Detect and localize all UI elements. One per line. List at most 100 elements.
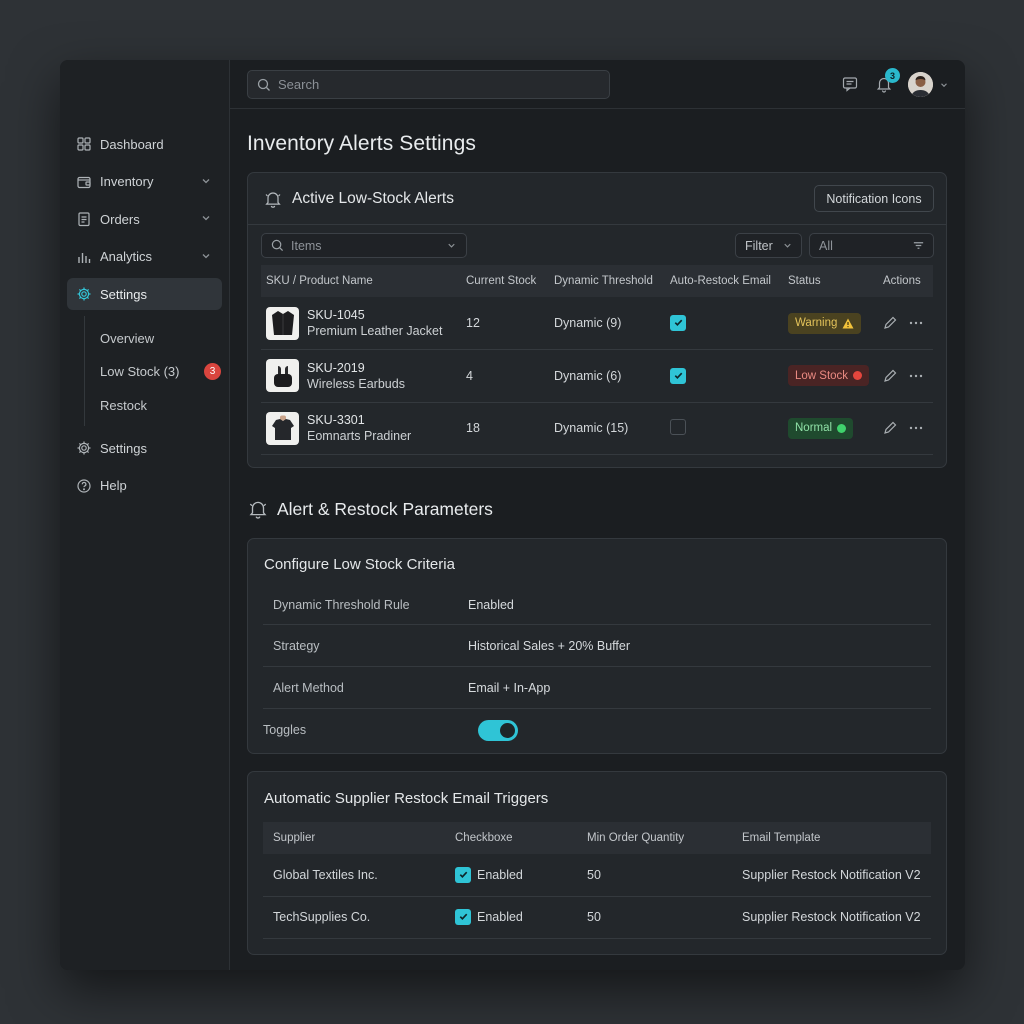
table-row[interactable]: Global Textiles Inc. Enabled 50 Supplier… [263,854,931,897]
items-select-placeholder: Items [291,238,322,253]
column-header[interactable]: Auto-Restock Email [665,265,783,297]
search-input[interactable] [278,77,578,92]
criteria-list: Dynamic Threshold Rule Enabled Strategy … [263,585,931,751]
settings-subnav: Overview Low Stock (3) 3 Restock [84,315,229,426]
column-header[interactable]: Min Order Quantity [577,822,732,854]
search-box[interactable] [247,70,610,99]
product-cell: SKU-1045 Premium Leather Jacket [266,306,456,340]
product-name: Premium Leather Jacket [307,324,443,338]
sidebar-item-orders[interactable]: Orders [67,203,222,235]
status-dot [837,423,847,433]
column-header[interactable]: Status [783,265,878,297]
chevron-down-icon [784,243,791,248]
status-dot [853,371,863,381]
criteria-label: Alert Method [273,680,344,695]
sidebar-item-settings-secondary[interactable]: Settings [67,432,222,464]
dynamic-threshold: Dynamic (15) [549,402,665,455]
checkbox[interactable] [455,908,471,925]
sidebar-item-analytics[interactable]: Analytics [67,241,222,273]
pencil-icon[interactable] [883,421,897,435]
filter-select[interactable]: Filter [735,233,802,258]
warning-triangle-icon [842,318,854,328]
criteria-row: Strategy Historical Sales + 20% Buffer [263,625,931,667]
avatar[interactable] [908,72,933,97]
criteria-value[interactable]: Email + In-App [468,680,551,695]
auto-restock-checkbox[interactable] [670,367,686,384]
table-row[interactable]: SKU-2019 Wireless Earbuds 4 Dynamic (6) [261,349,933,403]
column-header[interactable]: Supplier [263,822,445,854]
check-icon [459,913,467,921]
sidebar-item-dashboard[interactable]: Dashboard [67,128,222,160]
tshirt-icon [271,415,294,441]
column-header[interactable]: Email Template [732,822,931,854]
card-divider [248,224,946,225]
jacket-icon [271,311,294,335]
current-stock: 4 [461,349,549,403]
column-header[interactable]: Dynamic Threshold [549,265,665,297]
auto-restock-checkbox[interactable] [670,418,686,435]
current-stock: 18 [461,402,549,455]
subnav-item-overview[interactable]: Overview [100,330,155,346]
notification-icons-button[interactable]: Notification Icons [814,185,934,212]
auto-restock-checkbox[interactable] [670,314,686,331]
chevron-down-icon[interactable] [939,80,949,90]
filter-lines-icon [913,242,924,249]
bar-chart-icon [76,249,92,265]
sidebar-item-settings[interactable]: Settings [67,278,222,310]
criteria-value[interactable]: Historical Sales + 20% Buffer [468,638,630,653]
more-horizontal-icon[interactable] [909,374,923,378]
product-thumbnail [266,306,299,340]
dashboard-icon [76,136,92,152]
criteria-card: Configure Low Stock Criteria Dynamic Thr… [247,538,947,754]
criteria-row: Toggles [263,709,931,751]
dynamic-threshold-toggle[interactable] [478,719,518,741]
email-template[interactable]: Supplier Restock Notification V2 [732,896,931,939]
pencil-icon[interactable] [883,316,897,330]
table-header-row: Supplier Checkboxe Min Order Quantity Em… [263,822,931,854]
more-horizontal-icon[interactable] [909,321,923,325]
sidebar-item-label: Settings [100,286,147,302]
subnav-item-low-stock[interactable]: Low Stock (3) 3 [85,355,229,389]
sidebar-item-label: Help [100,478,127,493]
row-actions [883,369,928,383]
column-header[interactable]: Current Stock [461,265,549,297]
sidebar-item-help[interactable]: Help [67,470,222,502]
criteria-value[interactable]: Enabled [468,597,514,612]
search-icon [257,78,270,91]
product-cell: SKU-2019 Wireless Earbuds [266,359,456,393]
email-template[interactable]: Supplier Restock Notification V2 [732,854,931,897]
row-actions [883,421,928,435]
table-row[interactable]: SKU-1045 Premium Leather Jacket 12 Dynam… [261,297,933,350]
wallet-icon [76,174,92,190]
sidebar-item-label: Dashboard [100,136,164,152]
supplier-name: TechSupplies Co. [263,896,445,939]
current-stock: 12 [461,297,549,350]
supplier-enabled-checkbox[interactable]: Enabled [455,908,523,925]
main-content: 3 Inventory Alerts Settings Active Low-S… [230,60,965,970]
filter-label: Filter [745,238,773,253]
column-header[interactable]: Checkboxe [445,822,577,854]
active-alerts-title: Active Low-Stock Alerts [292,190,454,207]
column-header[interactable]: SKU / Product Name [261,265,461,297]
product-name: Wireless Earbuds [307,376,405,391]
column-header[interactable]: Actions [878,265,933,297]
pencil-icon[interactable] [883,369,897,383]
sidebar-item-label: Analytics [100,249,153,264]
subnav-item-restock[interactable]: Restock [100,397,147,413]
product-sku: SKU-3301 [307,413,365,428]
sidebar-item-inventory[interactable]: Inventory [67,166,222,198]
table-row[interactable]: TechSupplies Co. Enabled 50 Supplier Res… [263,896,931,939]
all-select[interactable]: All [809,233,934,258]
checkbox-label: Enabled [477,867,523,882]
supplier-enabled-checkbox[interactable]: Enabled [455,866,523,883]
table-row[interactable]: SKU-3301 Eomnarts Pradiner 18 Dynamic (1… [261,402,933,455]
chat-icon[interactable] [841,75,859,93]
checkbox-label: Enabled [477,909,523,924]
more-horizontal-icon[interactable] [909,426,923,430]
product-thumbnail [266,359,299,393]
product-sku: SKU-2019 [307,360,365,375]
status-badge: Warning [788,312,862,334]
checkbox[interactable] [455,866,471,883]
items-select[interactable]: Items [261,233,467,258]
check-icon [674,319,682,327]
